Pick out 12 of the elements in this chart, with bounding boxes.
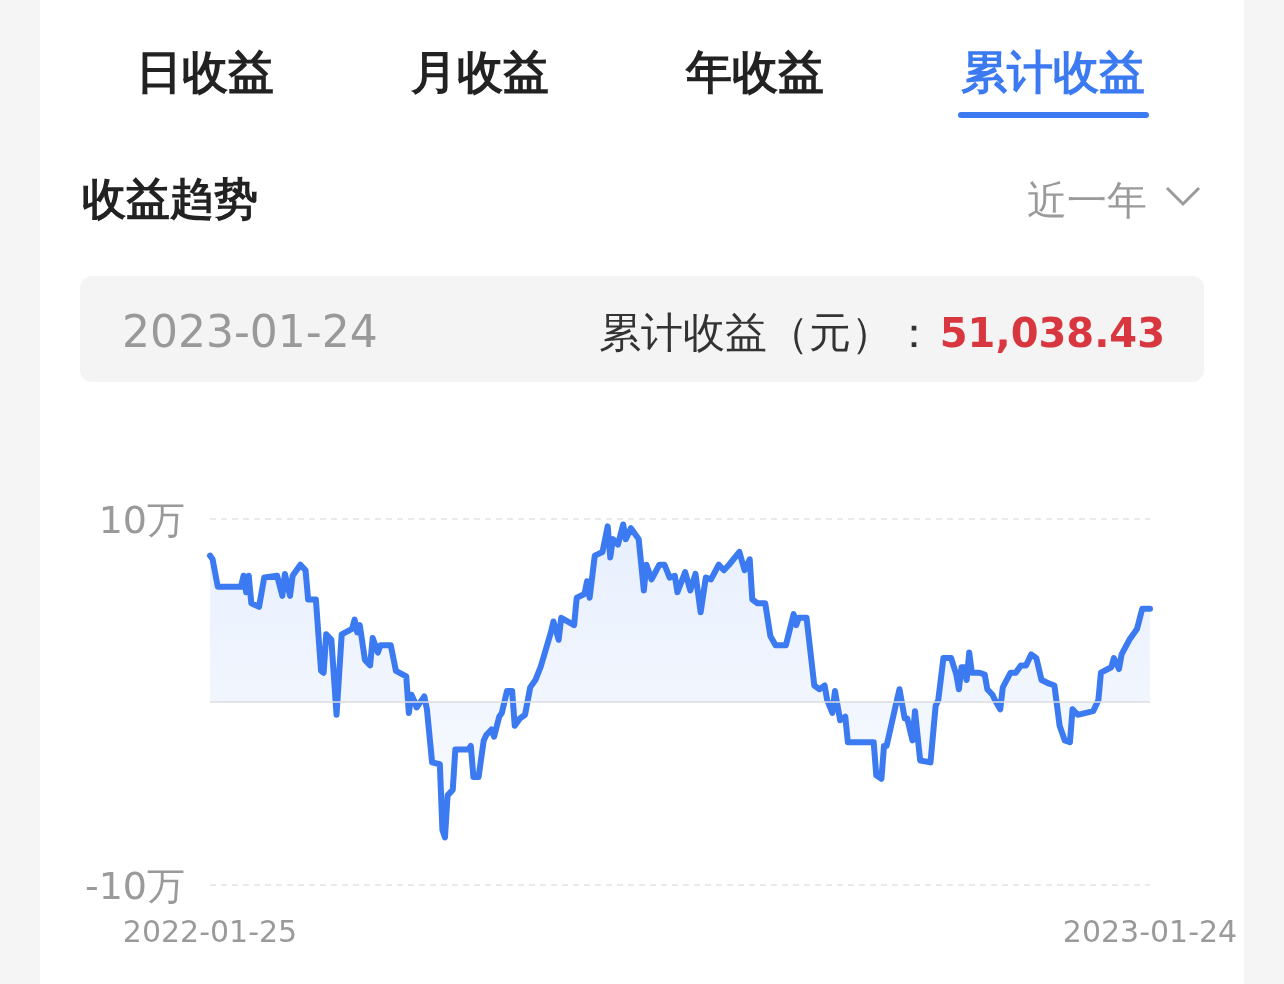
text: 月收益 [410, 45, 549, 99]
x-tick-label: 2022-01-25 [122, 914, 298, 949]
text: 累计收益 [961, 45, 1145, 99]
y-tick-label: -10万 [84, 864, 185, 908]
text: 近一年 [1027, 177, 1147, 223]
text: 累计收益（元）： [599, 308, 935, 357]
y-tick-label: 10万 [98, 498, 185, 542]
text: 年收益 [684, 45, 824, 99]
text: 日收益 [136, 45, 274, 99]
text: 2023-01-24 [122, 306, 378, 357]
text: 收益趋势 [82, 173, 258, 224]
text: 51,038.43 [939, 310, 1165, 356]
